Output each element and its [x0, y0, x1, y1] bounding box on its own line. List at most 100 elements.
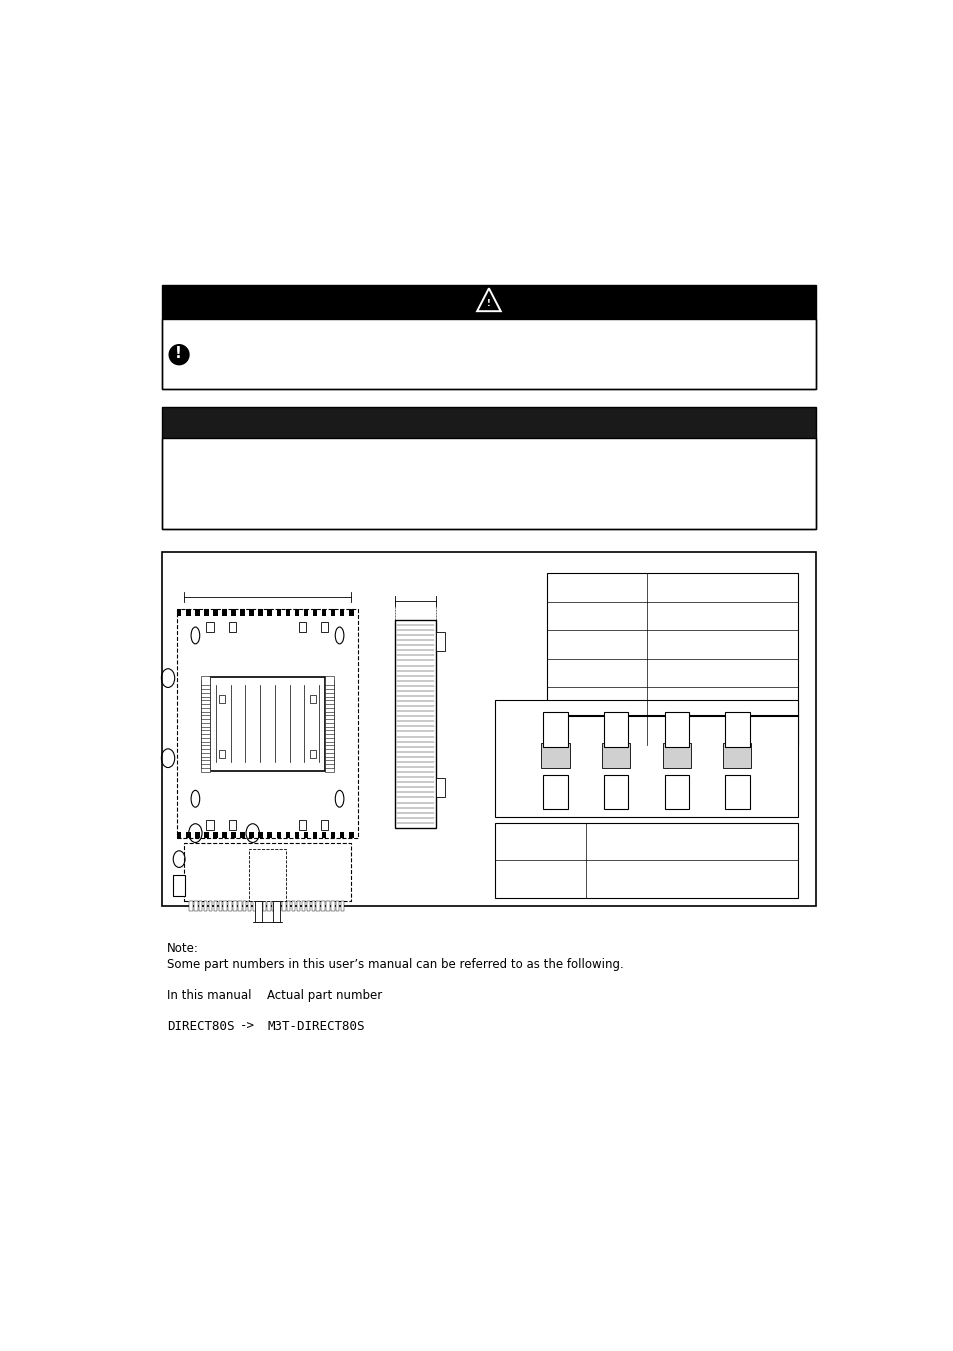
Bar [209, 901, 212, 911]
Bar [324, 755, 334, 765]
Bar [603, 712, 628, 747]
Bar [313, 609, 317, 616]
Bar [324, 698, 334, 708]
Text: !: ! [174, 346, 182, 361]
Bar [324, 732, 334, 742]
Bar [301, 901, 305, 911]
Bar [664, 712, 688, 747]
Bar [253, 901, 256, 911]
Bar [258, 832, 263, 838]
Bar [201, 692, 210, 700]
Bar [231, 609, 235, 616]
Bar [324, 707, 334, 716]
Bar [257, 901, 261, 911]
Bar [324, 709, 334, 719]
Bar [541, 743, 569, 767]
Bar [324, 694, 334, 704]
Bar [201, 707, 210, 716]
Bar [331, 832, 335, 838]
Bar [321, 901, 324, 911]
Bar [331, 609, 335, 616]
Bar [722, 743, 751, 767]
Bar [201, 724, 210, 734]
Bar [201, 743, 210, 753]
Text: ->: -> [239, 1020, 254, 1032]
Text: Note:: Note: [167, 942, 199, 955]
Bar [223, 901, 227, 911]
Bar [287, 901, 290, 911]
Bar [229, 820, 235, 830]
Bar [213, 832, 217, 838]
Bar [201, 684, 210, 693]
Bar [258, 609, 263, 616]
Bar [324, 740, 334, 750]
Bar [201, 694, 210, 704]
Bar [292, 901, 295, 911]
Bar [194, 832, 199, 838]
Bar [249, 609, 253, 616]
Bar [238, 901, 241, 911]
Bar [201, 755, 210, 765]
Bar [201, 688, 210, 697]
Bar [324, 758, 334, 767]
Bar [199, 901, 202, 911]
Bar [324, 688, 334, 697]
Bar [303, 609, 308, 616]
Bar [201, 758, 210, 767]
Bar [262, 901, 266, 911]
Bar [240, 832, 245, 838]
Bar [176, 832, 181, 838]
Bar [201, 717, 210, 727]
Text: In this manual: In this manual [167, 989, 252, 1001]
Bar [324, 736, 334, 746]
Bar [204, 609, 209, 616]
Bar [201, 709, 210, 719]
Bar [249, 850, 286, 901]
Text: ●: ● [166, 340, 191, 367]
Bar [331, 901, 335, 911]
Bar [321, 621, 328, 632]
Bar [326, 901, 330, 911]
Bar [184, 843, 351, 901]
Bar [201, 703, 210, 712]
Bar [298, 820, 306, 830]
Text: Some part numbers in this user’s manual can be referred to as the following.: Some part numbers in this user’s manual … [167, 958, 623, 971]
Bar [201, 751, 210, 761]
Bar [213, 901, 217, 911]
Bar [324, 680, 334, 689]
Bar [176, 609, 181, 616]
Bar [282, 901, 285, 911]
Bar [294, 832, 299, 838]
Bar [233, 901, 236, 911]
Bar [324, 713, 334, 723]
Bar [267, 609, 272, 616]
Bar [395, 620, 436, 828]
Bar [201, 736, 210, 746]
Bar [248, 901, 251, 911]
Bar [324, 703, 334, 712]
Bar [273, 901, 275, 911]
Bar [664, 775, 688, 809]
Bar [277, 901, 280, 911]
Bar [201, 732, 210, 742]
Bar [436, 778, 444, 797]
Bar [222, 609, 227, 616]
Bar [189, 901, 193, 911]
Text: DIRECT80S: DIRECT80S [167, 1020, 234, 1032]
Bar [210, 677, 324, 770]
Bar [201, 680, 210, 689]
Bar [276, 832, 281, 838]
Bar [324, 717, 334, 727]
Bar [321, 609, 326, 616]
Bar [495, 823, 797, 897]
Bar [316, 901, 319, 911]
Bar [267, 832, 272, 838]
Bar [285, 609, 290, 616]
Bar [339, 609, 344, 616]
Bar [339, 832, 344, 838]
Bar [254, 901, 262, 921]
Bar [310, 750, 315, 758]
Bar [201, 721, 210, 731]
Bar [340, 901, 344, 911]
Bar [267, 901, 271, 911]
